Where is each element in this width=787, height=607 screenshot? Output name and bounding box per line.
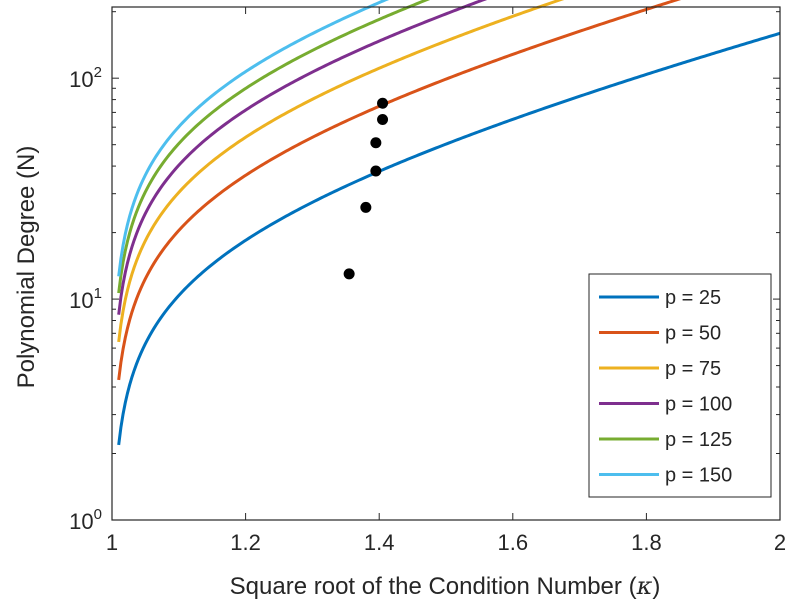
x-tick-label-0: 1 — [106, 530, 118, 555]
axes: 1 1.2 1.4 1.6 1.8 2 100 101 102 — [69, 6, 786, 555]
series-marker-6 — [377, 97, 389, 109]
series-marker-4 — [370, 137, 382, 149]
y-tick-label-1: 101 — [69, 285, 102, 313]
x-tick-label-1: 1.2 — [230, 530, 261, 555]
legend-label-3: p = 75 — [665, 358, 721, 380]
legend-label-6: p = 150 — [665, 465, 732, 487]
legend-label-2: p = 50 — [665, 323, 721, 345]
x-axis-title: Square root of the Condition Number (κ) — [230, 572, 661, 600]
y-tick-label-2: 102 — [69, 64, 102, 92]
series-line-1 — [117, 31, 781, 446]
marker-layer — [343, 97, 389, 280]
series-line-6 — [117, 0, 390, 277]
plot-frame — [111, 6, 781, 521]
series-line-5 — [117, 0, 431, 294]
series-line-3 — [117, 0, 565, 343]
series-marker-3 — [370, 165, 382, 177]
x-tick-label-3: 1.6 — [498, 530, 529, 555]
y-axis-title: Polynomial Degree (N) — [13, 146, 40, 389]
x-tick-label-2: 1.4 — [364, 530, 395, 555]
series-marker-1 — [343, 268, 355, 280]
x-tick-label-4: 1.8 — [631, 530, 662, 555]
legend-label-4: p = 100 — [665, 394, 732, 416]
series-line-4 — [117, 0, 488, 315]
series-layer — [117, 0, 781, 446]
series-marker-2 — [360, 201, 372, 213]
legend: p = 25 p = 50 p = 75 p = 100 p = 125 p = 150 — [588, 273, 772, 498]
series-marker-5 — [377, 114, 389, 126]
legend-box — [588, 273, 772, 498]
series-line-2 — [117, 0, 682, 381]
y-tick-label-0: 100 — [69, 506, 102, 534]
legend-label-1: p = 25 — [665, 287, 721, 309]
x-tick-label-5: 2 — [774, 530, 786, 555]
legend-label-5: p = 125 — [665, 429, 732, 451]
